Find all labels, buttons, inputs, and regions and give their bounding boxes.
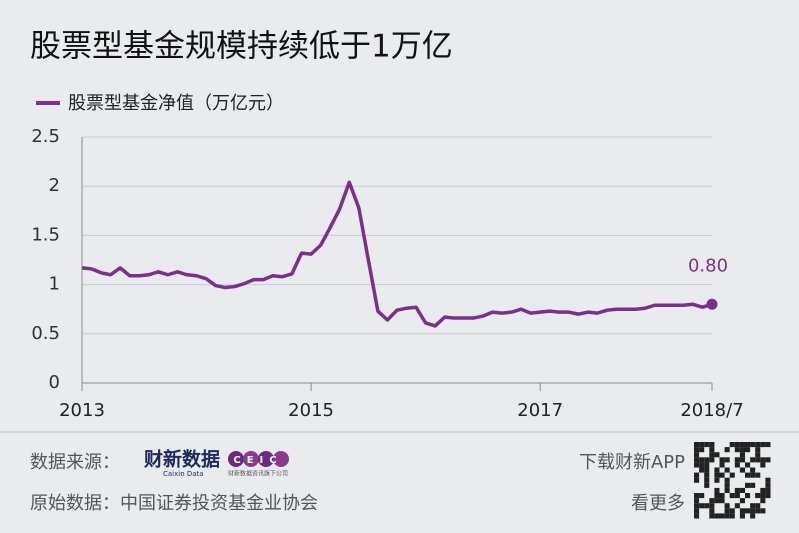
qr-code [694, 442, 771, 519]
end-point [706, 298, 718, 310]
x-tick-label: 2013 [59, 400, 105, 421]
y-tick-label: 2 [49, 175, 60, 196]
logo-caixin: 财新数据 [144, 448, 220, 471]
y-tick-label: 1.5 [31, 224, 60, 245]
logo-caixin-sub: Caixin Data [163, 470, 204, 478]
original-source: 原始数据：中国证券投资基金业协会 [30, 493, 318, 514]
logo-ceic-circles [228, 451, 289, 467]
download-app: 下载财新APP [579, 452, 685, 473]
y-tick-label: 1 [49, 274, 60, 295]
y-tick-label: 2.5 [31, 126, 60, 147]
logo-ceic-sub: 财新数据资讯旗下公司 [228, 470, 288, 478]
legend-label: 股票型基金净值（万亿元） [68, 93, 284, 114]
y-tick-label: 0 [49, 372, 60, 393]
y-tick-label: 0.5 [31, 323, 60, 344]
x-tick-label: 2015 [288, 400, 334, 421]
logo-ceic: CEIC [233, 455, 282, 466]
source-label: 数据来源： [30, 452, 120, 473]
x-tick-label: 2018/7 [680, 400, 743, 421]
value-label: 0.80 [688, 255, 728, 276]
x-tick-label: 2017 [517, 400, 563, 421]
data-line [81, 180, 713, 328]
see-more: 看更多 [631, 493, 685, 514]
chart-title: 股票型基金规模持续低于1万亿 [30, 29, 453, 65]
